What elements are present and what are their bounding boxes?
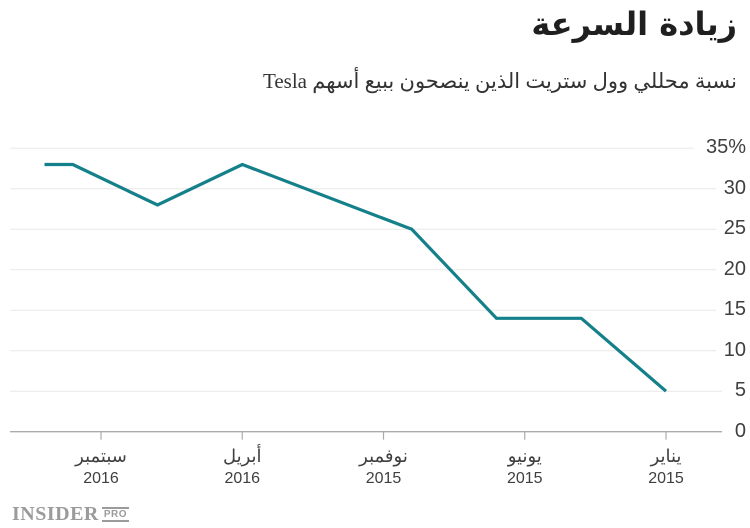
x-tick-label: سبتمبر 2016 xyxy=(31,446,171,489)
x-tick-month: يونيو xyxy=(507,446,542,467)
y-tick-label: 20 xyxy=(723,257,746,280)
x-tick-year: 2016 xyxy=(83,470,119,487)
x-tick-label: يناير 2015 xyxy=(596,446,736,489)
x-tick-month: يناير xyxy=(650,446,682,467)
y-tick-label: 5 xyxy=(734,379,746,402)
x-tick-year: 2015 xyxy=(506,470,543,487)
x-tick-month: أبريل xyxy=(222,446,262,467)
x-tick-label: أبريل 2016 xyxy=(172,446,312,489)
chart-data-line xyxy=(44,162,668,393)
x-tick-month: نوفمبر xyxy=(359,446,408,467)
y-tick-label: 15 xyxy=(723,298,746,321)
y-tick-label: 30 xyxy=(723,176,746,199)
x-tick-month: سبتمبر xyxy=(75,446,127,467)
x-tick-year: 2016 xyxy=(224,470,261,487)
x-tick-year: 2015 xyxy=(648,470,684,487)
x-tick-year: 2015 xyxy=(365,470,402,487)
x-tick-label: يونيو 2015 xyxy=(455,446,595,489)
x-tick-label: نوفمبر 2015 xyxy=(314,446,454,489)
y-tick-label: 0 xyxy=(734,419,746,442)
chart-title: زيادة السرعة xyxy=(531,5,737,43)
logo-pro-badge: PRO xyxy=(101,507,130,522)
y-tick-label: 10 xyxy=(723,338,746,361)
y-tick-label: 25 xyxy=(723,217,746,240)
chart-subtitle: نسبة محللي وول ستريت الذين ينصحون ببيع أ… xyxy=(262,69,737,93)
insider-pro-logo: INSIDER PRO xyxy=(12,503,130,526)
y-tick-label: 35% xyxy=(705,136,746,159)
logo-insider-text: INSIDER xyxy=(12,503,99,525)
